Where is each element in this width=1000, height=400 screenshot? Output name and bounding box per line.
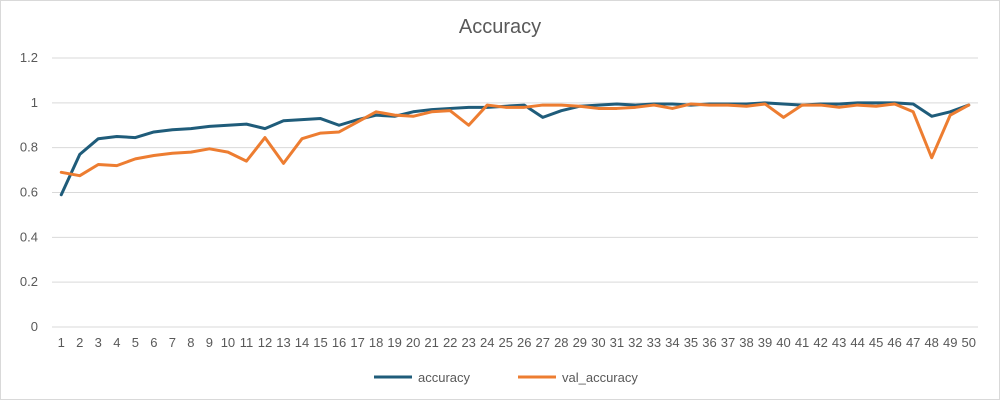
x-tick-label: 9 xyxy=(206,335,213,350)
x-tick-label: 8 xyxy=(187,335,194,350)
y-tick-label: 0.8 xyxy=(20,140,38,155)
chart-title: Accuracy xyxy=(459,16,541,38)
x-tick-label: 28 xyxy=(554,335,568,350)
x-tick-label: 31 xyxy=(610,335,624,350)
x-tick-label: 13 xyxy=(276,335,290,350)
x-tick-label: 42 xyxy=(813,335,827,350)
y-tick-label: 0 xyxy=(31,319,38,334)
x-tick-label: 50 xyxy=(962,335,976,350)
x-tick-label: 37 xyxy=(721,335,735,350)
x-tick-label: 11 xyxy=(240,335,254,350)
x-tick-label: 3 xyxy=(95,335,102,350)
x-tick-label: 6 xyxy=(150,335,157,350)
x-tick-label: 21 xyxy=(424,335,438,350)
y-tick-label: 1.2 xyxy=(20,50,38,65)
x-tick-label: 34 xyxy=(665,335,679,350)
x-tick-label: 27 xyxy=(536,335,550,350)
x-tick-label: 39 xyxy=(758,335,772,350)
x-tick-label: 16 xyxy=(332,335,346,350)
x-tick-label: 38 xyxy=(739,335,753,350)
y-tick-label: 1 xyxy=(31,95,38,110)
series-line-val-accuracy xyxy=(59,102,971,178)
x-tick-label: 47 xyxy=(906,335,920,350)
x-tick-label: 17 xyxy=(350,335,364,350)
x-tick-label: 48 xyxy=(924,335,938,350)
x-tick-label: 49 xyxy=(943,335,957,350)
x-tick-label: 30 xyxy=(591,335,605,350)
legend-label-accuracy: accuracy xyxy=(418,370,471,385)
x-tick-label: 35 xyxy=(684,335,698,350)
x-tick-label: 18 xyxy=(369,335,383,350)
x-tick-label: 23 xyxy=(461,335,475,350)
series-line-accuracy xyxy=(59,101,971,197)
y-tick-label: 0.6 xyxy=(20,185,38,200)
x-tick-label: 4 xyxy=(113,335,120,350)
x-tick-labels: 1 2 3 4 5 6 7 8 9 10 11 12 13 14 15 16 17 18 19 20 21 22 23 24 2… xyxy=(58,335,976,350)
x-tick-label: 1 xyxy=(58,335,65,350)
x-tick-label: 5 xyxy=(132,335,139,350)
legend: accuracy val_accuracy xyxy=(374,370,638,385)
x-tick-label: 29 xyxy=(573,335,587,350)
x-tick-label: 12 xyxy=(258,335,272,350)
x-tick-label: 19 xyxy=(387,335,401,350)
x-tick-label: 32 xyxy=(628,335,642,350)
x-tick-label: 40 xyxy=(776,335,790,350)
x-tick-label: 24 xyxy=(480,335,494,350)
x-tick-label: 33 xyxy=(647,335,661,350)
x-tick-label: 25 xyxy=(499,335,513,350)
x-tick-label: 7 xyxy=(169,335,176,350)
x-tick-label: 10 xyxy=(221,335,235,350)
x-tick-label: 44 xyxy=(850,335,864,350)
x-tick-label: 26 xyxy=(517,335,531,350)
x-tick-label: 43 xyxy=(832,335,846,350)
series-lines xyxy=(59,101,971,197)
y-tick-label: 0.4 xyxy=(20,229,38,244)
x-tick-label: 22 xyxy=(443,335,457,350)
y-tick-label: 0.2 xyxy=(20,274,38,289)
y-gridlines xyxy=(52,57,978,328)
x-tick-label: 41 xyxy=(795,335,809,350)
x-tick-label: 46 xyxy=(887,335,901,350)
x-tick-label: 2 xyxy=(76,335,83,350)
x-tick-label: 14 xyxy=(295,335,309,350)
y-tick-labels: 0 0.2 0.4 0.6 0.8 1 1.2 xyxy=(20,50,38,334)
x-tick-label: 36 xyxy=(702,335,716,350)
x-tick-label: 20 xyxy=(406,335,420,350)
legend-label-val-accuracy: val_accuracy xyxy=(562,370,638,385)
x-tick-label: 45 xyxy=(869,335,883,350)
x-tick-label: 15 xyxy=(313,335,327,350)
